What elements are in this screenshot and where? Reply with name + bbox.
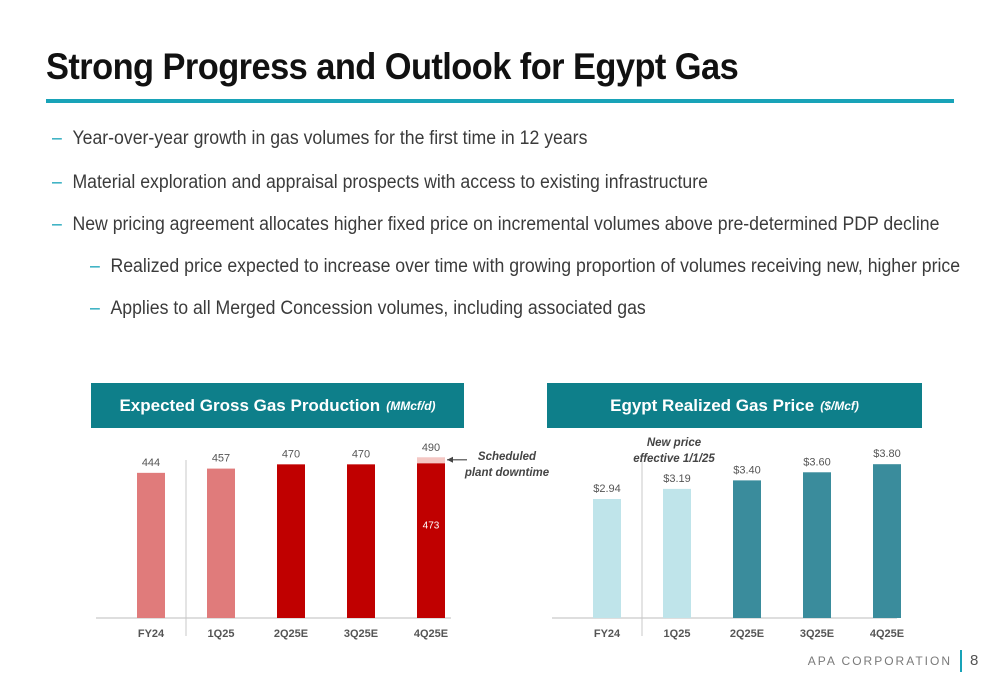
sub-bullet-item: – Applies to all Merged Concession volume… xyxy=(90,298,646,320)
price-bar xyxy=(663,488,691,618)
production-chart-unit: (MMcf/d) xyxy=(386,398,436,413)
price-bar xyxy=(803,472,831,618)
production-chart: 444 FY24 457 1Q25 470 2Q25E 470 3Q25E 490 4Q25E 47… xyxy=(91,430,551,645)
bullet-marker: – xyxy=(52,214,62,235)
title-underline xyxy=(46,99,954,103)
bullet-marker: – xyxy=(52,172,62,193)
price-category-label: 3Q25E xyxy=(800,628,834,640)
production-annotation-arrowhead xyxy=(447,456,453,463)
production-downtime-segment xyxy=(417,457,445,464)
price-annotation-text: effective 1/1/25 xyxy=(633,453,715,465)
bullet-marker: – xyxy=(90,256,100,277)
production-bar xyxy=(277,464,305,618)
bullet-marker: – xyxy=(90,298,100,319)
bullet-text: Applies to all Merged Concession volumes… xyxy=(110,298,646,319)
price-category-label: 1Q25 xyxy=(664,628,691,640)
production-value-label: 444 xyxy=(142,457,160,469)
production-category-label: 3Q25E xyxy=(344,628,378,640)
production-annotation-text: plant downtime xyxy=(464,467,550,479)
bullet-text: Material exploration and appraisal prosp… xyxy=(72,172,708,193)
price-bar xyxy=(593,499,621,618)
bullet-text: Realized price expected to increase over… xyxy=(110,256,961,277)
price-value-label: $3.19 xyxy=(663,473,691,485)
production-chart-title: Expected Gross Gas Production xyxy=(119,395,381,415)
price-value-label: $2.94 xyxy=(593,483,621,495)
price-category-label: 4Q25E xyxy=(870,628,904,640)
production-value-label: 470 xyxy=(352,448,370,460)
production-bar xyxy=(207,468,235,618)
production-chart-svg: 444 FY24 457 1Q25 470 2Q25E 470 3Q25E 490 4Q25E 47… xyxy=(96,442,550,640)
slide-title: Strong Progress and Outlook for Egypt Ga… xyxy=(46,46,739,87)
bullet-item: – Material exploration and appraisal pros… xyxy=(52,172,708,194)
production-category-label: FY24 xyxy=(138,628,165,640)
price-chart: $2.94 FY24 $3.19 1Q25 New price effective 1/1… xyxy=(547,430,922,645)
price-chart-unit: ($/Mcf) xyxy=(820,398,859,413)
production-bar xyxy=(347,464,375,618)
price-chart-banner: Egypt Realized Gas Price ($/Mcf) xyxy=(547,383,922,428)
price-value-label: $3.80 xyxy=(873,448,901,460)
bullet-text: Year-over-year growth in gas volumes for… xyxy=(72,128,588,149)
bullet-marker: – xyxy=(52,128,62,149)
price-category-label: FY24 xyxy=(594,628,621,640)
footer-company: APA CORPORATION xyxy=(807,654,952,668)
price-chart-title: Egypt Realized Gas Price xyxy=(610,395,815,415)
price-bar xyxy=(873,464,901,618)
sub-bullet-item: – Realized price expected to increase ove… xyxy=(90,256,960,278)
production-category-label: 2Q25E xyxy=(274,628,308,640)
production-value-label: 457 xyxy=(212,453,230,465)
production-value-label: 490 xyxy=(422,442,440,454)
production-bar xyxy=(417,457,445,618)
production-annotation-text: Scheduled xyxy=(478,451,537,463)
production-category-label: 1Q25 xyxy=(208,628,235,640)
bullet-item: – New pricing agreement allocates higher … xyxy=(52,214,939,236)
bullet-text: New pricing agreement allocates higher f… xyxy=(72,214,940,235)
bullet-item: – Year-over-year growth in gas volumes fo… xyxy=(52,128,587,150)
production-chart-banner: Expected Gross Gas Production (MMcf/d) xyxy=(91,383,464,428)
price-value-label: $3.40 xyxy=(733,464,761,476)
price-value-label: $3.60 xyxy=(803,456,831,468)
production-bar xyxy=(137,472,165,618)
price-annotation-text: New price xyxy=(647,437,702,449)
price-bar xyxy=(733,480,761,618)
page-number: 8 xyxy=(970,652,979,669)
production-inner-label: 473 xyxy=(423,520,440,531)
footer-separator xyxy=(960,650,962,672)
price-chart-svg: $2.94 FY24 $3.19 1Q25 New price effective 1/1… xyxy=(552,437,904,640)
price-category-label: 2Q25E xyxy=(730,628,764,640)
production-category-label: 4Q25E xyxy=(414,628,448,640)
production-value-label: 470 xyxy=(282,448,300,460)
